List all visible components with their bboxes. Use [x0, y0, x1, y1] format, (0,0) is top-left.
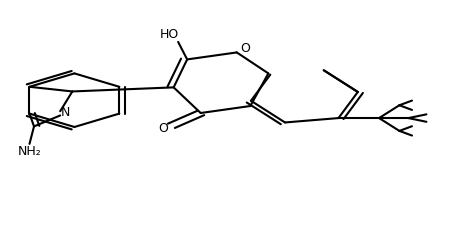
Text: N: N	[61, 106, 70, 119]
Text: NH₂: NH₂	[18, 145, 41, 158]
Text: O: O	[240, 42, 250, 55]
Text: HO: HO	[160, 28, 179, 41]
Text: O: O	[158, 122, 168, 135]
